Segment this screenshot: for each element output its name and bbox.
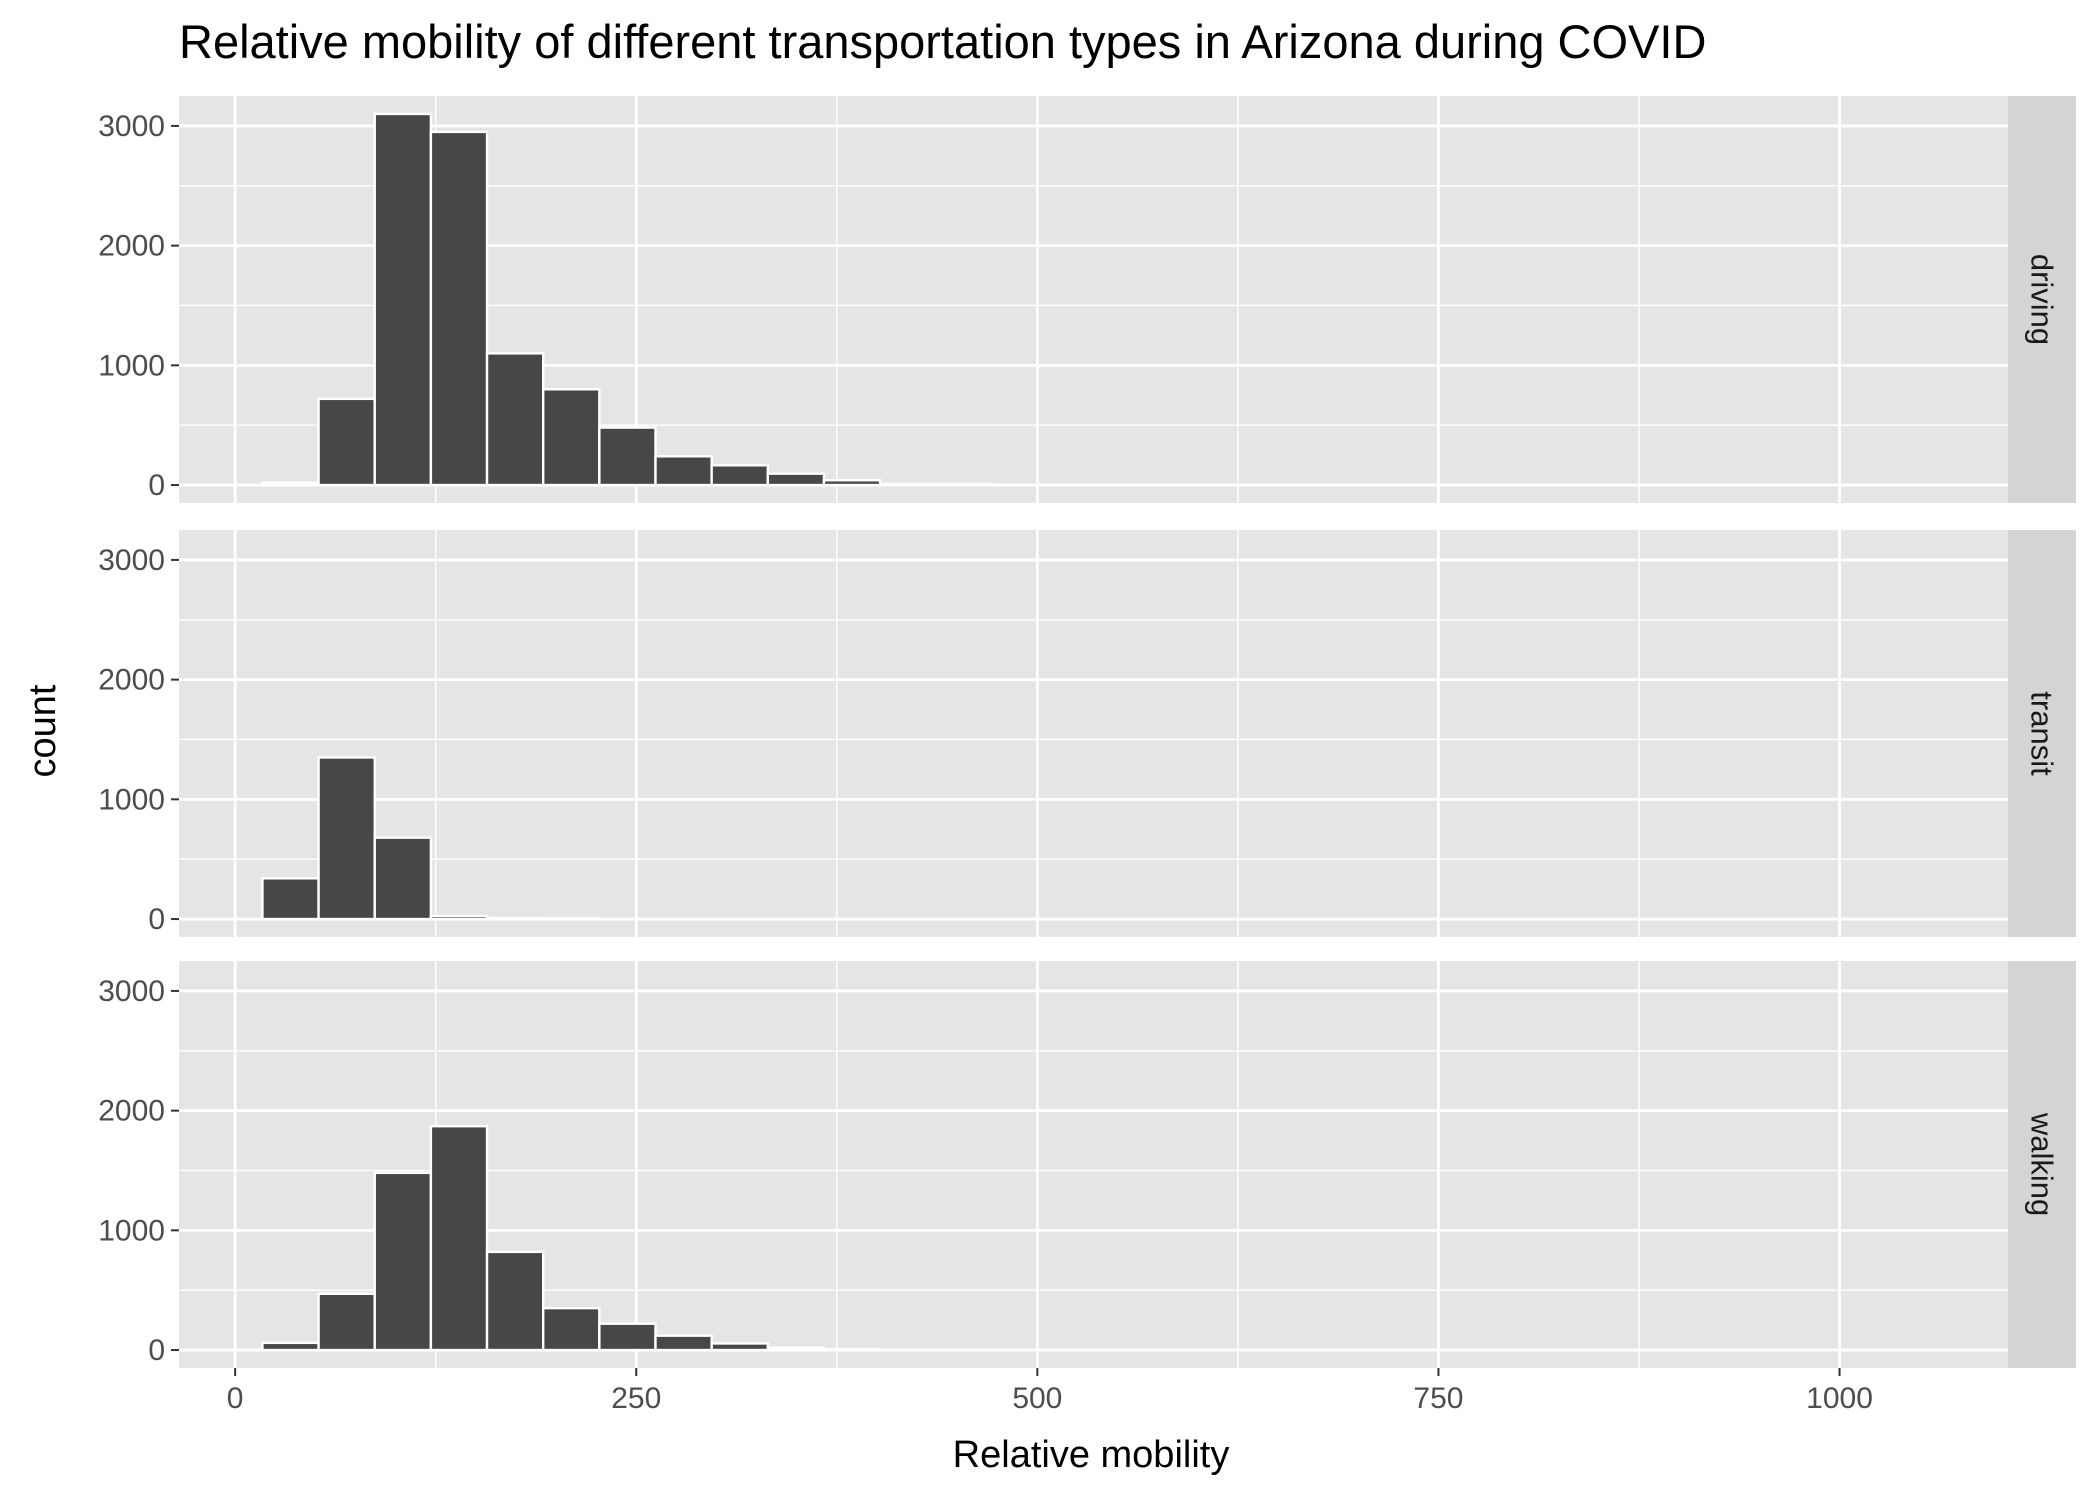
histogram-bar [878,482,938,487]
y-tick-label: 2000 [98,230,165,263]
histogram-bar [317,397,376,487]
y-tick-label: 3000 [98,975,165,1008]
y-tick-label: 1000 [98,1214,165,1247]
histogram-bar [710,1342,770,1352]
histogram-bar [822,479,882,487]
chart-title: Relative mobility of different transport… [179,15,1706,68]
facet-strip-label: driving [2025,254,2060,345]
facet-strip-label: walking [2025,1112,2060,1216]
histogram-bar [373,836,433,921]
histogram-bar [317,1292,376,1352]
facet-panels: 0 1000 2000 3000 driving 0 1000 2000 3000 transit… [98,96,2076,1368]
histogram-bar [261,481,320,487]
histogram-bar [654,455,713,487]
histogram-bar [598,426,657,487]
y-tick-label: 0 [148,1334,165,1367]
histogram-bar [373,112,433,487]
x-tick-label: 250 [611,1382,661,1415]
histogram-bar [766,472,826,487]
facet-strip [2008,96,2076,503]
histogram-bar [598,1322,657,1352]
facet-panel-transit: 0 1000 2000 3000 transit [98,530,2076,937]
y-tick-label: 1000 [98,349,165,382]
histogram-bar [373,1171,433,1352]
x-axis-title: Relative mobility [953,1434,1230,1476]
histogram-bar [429,1124,489,1352]
histogram-bar [485,1250,545,1352]
y-tick-label: 2000 [98,1095,165,1128]
histogram-bar [261,1341,320,1352]
x-axis: 0 250 500 750 1000 [227,1368,1873,1415]
y-tick-label: 1000 [98,783,165,816]
x-tick-label: 0 [227,1382,244,1415]
y-tick-label: 2000 [98,664,165,697]
histogram-bar [541,1306,601,1352]
histogram-bar [261,877,320,921]
panel-background [179,530,2008,937]
facet-strip [2008,530,2076,937]
histogram-bar [541,388,601,487]
x-tick-label: 750 [1413,1382,1463,1415]
histogram-bar [485,352,545,487]
histogram-bar [710,464,770,487]
facet-strip-label: transit [2025,691,2060,776]
histogram-bar [935,482,994,487]
histogram-bar [429,914,489,921]
y-tick-label: 0 [148,469,165,502]
histogram-bar [317,756,376,921]
facet-panel-walking: 0 1000 2000 3000 walking [98,961,2076,1368]
y-tick-label: 0 [148,903,165,936]
histogram-bar [822,1347,882,1352]
facet-strip [2008,961,2076,1368]
y-axis-title: count [22,684,64,777]
histogram-bar [766,1346,826,1352]
histogram-bar [429,130,489,487]
y-tick-label: 3000 [98,544,165,577]
histogram-bar [485,916,545,921]
x-tick-label: 1000 [1806,1382,1873,1415]
facet-panel-driving: 0 1000 2000 3000 driving [98,96,2076,503]
x-tick-label: 500 [1012,1382,1062,1415]
histogram-bar [541,917,601,921]
histogram-bar [654,1334,713,1352]
y-tick-label: 3000 [98,110,165,143]
